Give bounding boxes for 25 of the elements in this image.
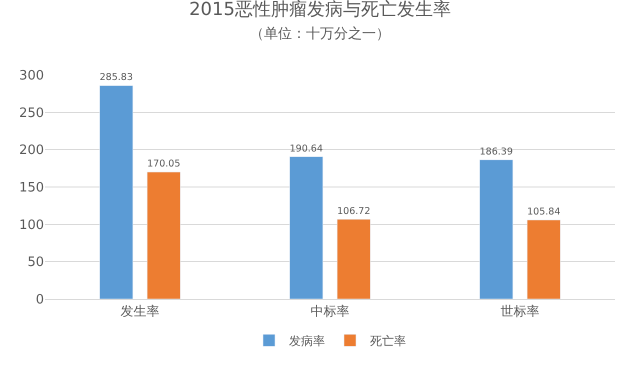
legend-label: 死亡率 bbox=[370, 334, 406, 348]
x-tick-label: 世标率 bbox=[500, 304, 540, 320]
y-tick-label: 100 bbox=[19, 218, 44, 233]
chart-subtitle: （单位：十万分之一） bbox=[250, 26, 390, 42]
data-label: 190.64 bbox=[290, 143, 323, 154]
bar bbox=[479, 160, 514, 299]
data-label: 105.84 bbox=[527, 206, 560, 218]
x-tick-label: 中标率 bbox=[310, 304, 350, 320]
bar bbox=[526, 220, 561, 299]
y-tick-label: 200 bbox=[19, 143, 44, 158]
y-tick-label: 300 bbox=[19, 68, 44, 84]
x-tick-label: 发生率 bbox=[120, 304, 160, 320]
data-label: 186.39 bbox=[480, 146, 513, 158]
data-label: 170.05 bbox=[147, 158, 180, 170]
y-tick-label: 0 bbox=[36, 292, 44, 308]
legend-label: 发病率 bbox=[289, 334, 325, 348]
bar bbox=[146, 172, 181, 299]
bar bbox=[99, 85, 134, 299]
bar bbox=[336, 219, 371, 299]
bar bbox=[289, 156, 324, 299]
y-tick-label: 150 bbox=[19, 180, 44, 196]
y-tick-label: 250 bbox=[19, 106, 44, 121]
data-label: 285.83 bbox=[100, 72, 133, 84]
y-tick-label: 50 bbox=[27, 255, 44, 270]
data-label: 106.72 bbox=[337, 206, 370, 217]
